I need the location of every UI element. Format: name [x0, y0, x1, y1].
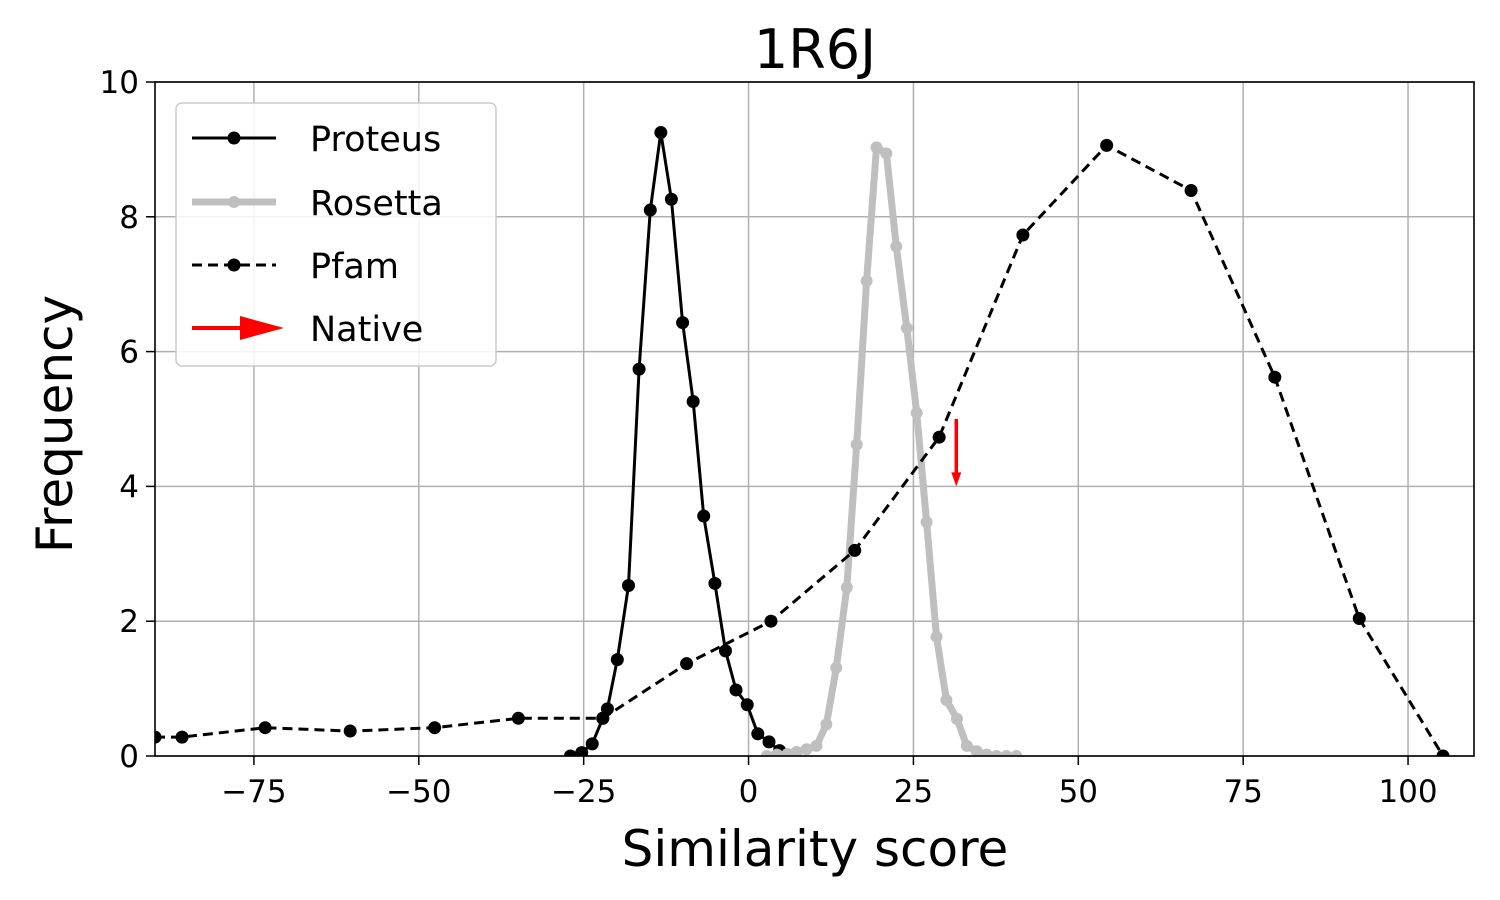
- data-point-pfam: [764, 614, 778, 628]
- legend-marker-pfam: [227, 258, 241, 272]
- data-point-rosetta: [990, 750, 1003, 756]
- data-point-pfam: [932, 430, 946, 444]
- data-point-proteus: [654, 126, 668, 140]
- data-point-pfam: [511, 711, 525, 725]
- data-point-rosetta: [930, 630, 943, 643]
- data-point-rosetta: [840, 581, 853, 594]
- data-point-proteus: [575, 746, 589, 756]
- data-point-rosetta: [900, 322, 913, 335]
- series-pfam: [155, 138, 1450, 756]
- data-point-rosetta: [960, 739, 973, 752]
- y-tick-label: 6: [119, 335, 139, 371]
- data-point-rosetta: [920, 516, 933, 529]
- data-point-pfam: [343, 724, 357, 738]
- series-rosetta: [761, 141, 1023, 756]
- y-tick-label: 10: [100, 65, 139, 101]
- data-point-proteus: [643, 203, 657, 217]
- data-point-pfam: [1184, 184, 1198, 198]
- data-point-pfam: [428, 721, 442, 735]
- data-point-pfam: [155, 730, 162, 744]
- x-tick-label: 25: [894, 774, 933, 810]
- data-point-proteus: [762, 735, 776, 749]
- data-point-rosetta: [761, 750, 774, 756]
- x-tick-label: −25: [551, 774, 616, 810]
- data-point-rosetta: [980, 748, 993, 756]
- x-tick-label: 100: [1378, 774, 1437, 810]
- data-point-proteus: [585, 737, 599, 751]
- legend-box: [175, 102, 497, 367]
- legend-label-proteus: Proteus: [310, 120, 441, 160]
- y-tick-label: 2: [119, 604, 139, 640]
- data-point-rosetta: [830, 661, 843, 674]
- y-tick-label: 4: [119, 469, 139, 505]
- series-layer: [155, 126, 1450, 756]
- data-point-proteus: [729, 683, 743, 697]
- legend-label-rosetta: Rosetta: [310, 184, 443, 224]
- data-point-rosetta: [870, 141, 883, 154]
- data-point-rosetta: [820, 718, 833, 731]
- data-point-pfam: [1352, 612, 1366, 626]
- data-point-pfam: [680, 657, 694, 671]
- data-point-rosetta: [1000, 750, 1013, 756]
- x-tick-label: −75: [221, 774, 286, 810]
- data-point-pfam: [596, 711, 610, 725]
- data-point-proteus: [697, 509, 711, 523]
- data-point-rosetta: [800, 743, 813, 756]
- data-point-proteus: [563, 749, 577, 756]
- x-tick-label: 50: [1059, 774, 1098, 810]
- data-point-rosetta: [970, 745, 983, 756]
- y-axis-title: Frequency: [26, 295, 84, 553]
- data-point-proteus: [622, 578, 636, 592]
- plot-frame: [154, 81, 1475, 757]
- data-point-pfam: [1268, 370, 1282, 384]
- data-point-pfam: [258, 721, 272, 735]
- data-point-proteus: [740, 698, 754, 712]
- data-point-proteus: [718, 644, 732, 658]
- data-point-rosetta: [860, 274, 873, 287]
- data-point-pfam: [1016, 228, 1030, 242]
- ticks: −75 −50 −25 0 25 50 75 100 0 2 4 6 8 10: [100, 65, 1438, 810]
- data-point-rosetta: [890, 240, 903, 253]
- data-point-rosetta: [790, 745, 803, 756]
- x-axis-title: Similarity score: [622, 820, 1009, 878]
- x-tick-label: 75: [1223, 774, 1262, 810]
- legend-native-arrowhead: [240, 316, 284, 340]
- data-point-proteus: [751, 727, 765, 741]
- data-point-rosetta: [781, 747, 794, 756]
- data-point-proteus: [664, 192, 678, 206]
- data-point-rosetta: [770, 748, 783, 756]
- legend-marker-proteus: [227, 131, 241, 145]
- legend-marker-rosetta: [228, 196, 240, 208]
- x-tick-label: −50: [386, 774, 451, 810]
- chart-title: 1R6J: [754, 18, 876, 81]
- data-point-pfam: [1436, 749, 1450, 756]
- data-point-rosetta: [950, 712, 963, 725]
- data-point-rosetta: [910, 406, 923, 419]
- data-point-rosetta: [850, 438, 863, 451]
- legend-items: Proteus Rosetta Pfam Native: [192, 120, 443, 350]
- data-point-rosetta: [810, 739, 823, 752]
- legend-label-pfam: Pfam: [310, 247, 399, 287]
- data-point-proteus: [676, 316, 690, 330]
- data-point-proteus: [632, 362, 646, 376]
- annotation-layer: [951, 419, 962, 487]
- x-tick-label: 0: [739, 774, 759, 810]
- data-point-rosetta: [880, 147, 893, 160]
- data-point-pfam: [175, 730, 189, 744]
- legend-label-native: Native: [310, 310, 423, 350]
- data-point-proteus: [708, 576, 722, 590]
- data-point-rosetta: [1010, 750, 1023, 756]
- y-tick-label: 8: [119, 200, 139, 236]
- data-point-pfam: [1100, 138, 1114, 152]
- data-point-proteus: [686, 394, 700, 408]
- legend: Proteus Rosetta Pfam Native: [175, 102, 497, 367]
- data-point-pfam: [848, 543, 862, 557]
- y-tick-label: 0: [119, 739, 139, 775]
- data-point-proteus: [610, 653, 624, 667]
- native-arrow-head: [951, 472, 962, 487]
- data-point-rosetta: [940, 694, 953, 707]
